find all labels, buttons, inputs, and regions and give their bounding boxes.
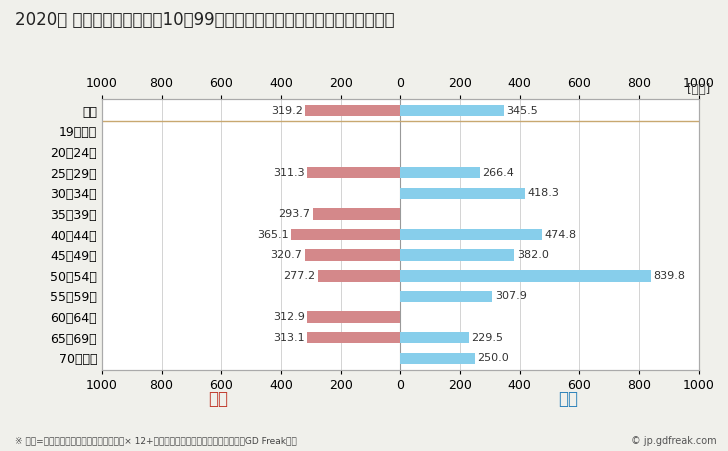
Bar (305, 249, 400, 261)
Bar (400, 332, 469, 344)
Text: 418.3: 418.3 (528, 188, 560, 198)
Bar (400, 249, 515, 261)
Bar (400, 291, 492, 302)
Text: 382.0: 382.0 (517, 250, 549, 260)
Text: 男性: 男性 (558, 390, 578, 408)
Text: ※ 年収=「きまって支給する現金給与額」× 12+「年間賞与その他特別給与額」としてGD Freak推計: ※ 年収=「きまって支給する現金給与額」× 12+「年間賞与その他特別給与額」と… (15, 437, 296, 446)
Bar (291, 229, 400, 240)
Text: © jp.gdfreak.com: © jp.gdfreak.com (631, 436, 717, 446)
Bar (400, 105, 504, 116)
Text: 474.8: 474.8 (545, 230, 577, 239)
Bar (400, 229, 542, 240)
Text: 319.2: 319.2 (271, 106, 303, 115)
Text: 345.5: 345.5 (506, 106, 538, 115)
Text: 312.9: 312.9 (273, 312, 304, 322)
Text: 365.1: 365.1 (258, 230, 289, 239)
Text: 293.7: 293.7 (278, 209, 310, 219)
Bar (400, 188, 526, 199)
Text: 266.4: 266.4 (483, 168, 514, 178)
Bar (317, 270, 400, 281)
Text: 229.5: 229.5 (471, 333, 503, 343)
Text: 307.9: 307.9 (495, 291, 526, 301)
Bar (305, 105, 400, 116)
Bar (400, 270, 651, 281)
Bar (307, 312, 400, 323)
Bar (400, 353, 475, 364)
Bar (400, 167, 480, 178)
Bar (313, 208, 400, 220)
Text: 277.2: 277.2 (283, 271, 315, 281)
Text: 313.1: 313.1 (273, 333, 304, 343)
Text: 311.3: 311.3 (274, 168, 305, 178)
Text: 女性: 女性 (208, 390, 229, 408)
Text: 320.7: 320.7 (270, 250, 302, 260)
Bar (307, 167, 400, 178)
Text: 2020年 民間企業（従業者数10〜99人）フルタイム労働者の男女別平均年収: 2020年 民間企業（従業者数10〜99人）フルタイム労働者の男女別平均年収 (15, 11, 394, 29)
Text: 839.8: 839.8 (654, 271, 686, 281)
Text: [万円]: [万円] (687, 83, 710, 97)
Text: 250.0: 250.0 (478, 354, 509, 364)
Bar (307, 332, 400, 344)
